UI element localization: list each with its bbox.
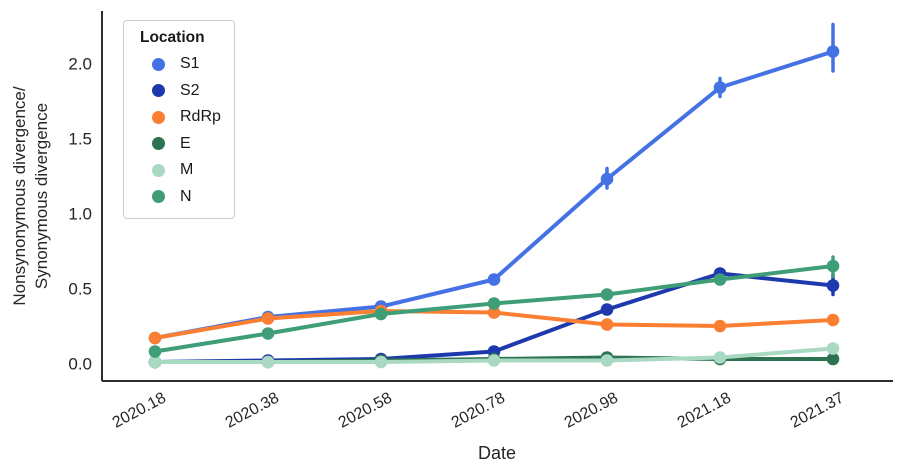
m-point: [487, 354, 501, 367]
legend-item-s1: S1: [124, 51, 234, 78]
legend-items: S1 S2 RdRp E M N: [124, 51, 234, 210]
legend-swatch-e: [152, 137, 165, 151]
x-tick-label: 2020.58: [336, 389, 395, 431]
y-axis-label-line2: Synonymous divergence: [32, 102, 51, 290]
x-tick-label: 2020.18: [110, 389, 169, 431]
legend-item-s2: S2: [124, 78, 234, 105]
legend-swatch-n: [152, 190, 165, 204]
x-tick-label: 2020.78: [449, 389, 508, 431]
legend-item-rdrp: RdRp: [124, 104, 234, 131]
n-point: [826, 259, 840, 273]
m-point: [374, 355, 388, 369]
n-point: [148, 345, 162, 358]
legend-swatch-m: [152, 163, 165, 177]
y-tick-label: 1.0: [68, 205, 92, 224]
legend-item-n: N: [124, 184, 234, 211]
rdrp-point: [600, 318, 614, 331]
m-point: [713, 351, 727, 364]
legend-item-label: RdRp: [180, 108, 221, 126]
y-tick-label: 0.5: [68, 280, 92, 299]
n-point: [600, 288, 614, 301]
s1-point: [600, 172, 614, 186]
m-point: [826, 342, 840, 355]
m-point: [600, 354, 614, 367]
x-tick-label: 2020.98: [562, 389, 621, 431]
s1-point: [826, 45, 840, 58]
y-tick-label: 0.0: [68, 355, 92, 374]
x-tick-label: 2020.38: [223, 389, 282, 431]
m-point: [148, 355, 162, 369]
y-tick-label: 2.0: [68, 55, 92, 74]
s2-point: [826, 279, 840, 292]
legend-title: Location: [140, 29, 205, 46]
e-point: [826, 352, 840, 366]
legend-swatch-s1: [152, 57, 165, 71]
n-point: [261, 327, 275, 340]
legend-swatch-s2: [152, 84, 165, 98]
n-point: [713, 273, 727, 286]
rdrp-point: [713, 319, 727, 333]
legend-item-label: N: [180, 187, 192, 205]
rdrp-point: [261, 312, 275, 325]
s1-point: [487, 273, 501, 286]
s1-line: [153, 49, 835, 340]
s2-point: [600, 303, 614, 316]
legend-item-label: E: [180, 134, 191, 152]
y-tick-label: 1.5: [68, 130, 92, 149]
n-point: [374, 307, 388, 321]
m-point: [261, 355, 275, 369]
legend-item-label: S1: [180, 55, 200, 73]
x-tick-label: 2021.18: [675, 389, 734, 431]
legend-item-e: E: [124, 131, 234, 158]
n-point: [487, 297, 501, 310]
x-axis-label: Date: [477, 443, 517, 463]
rdrp-point: [148, 331, 162, 345]
s1-point: [713, 81, 727, 94]
y-axis-label-line1: Nonsynonymous divergence/: [10, 86, 29, 306]
legend-swatch-rdrp: [152, 110, 165, 124]
rdrp-point: [487, 306, 501, 319]
y-axis-label: Nonsynonymous divergence/ Synonymous div…: [9, 86, 53, 305]
legend: Location S1 S2 RdRp E M N: [123, 20, 235, 219]
rdrp-point: [826, 313, 840, 327]
legend-item-label: S2: [180, 81, 200, 99]
legend-item-label: M: [180, 161, 194, 179]
x-tick-label: 2021.37: [788, 389, 847, 431]
legend-item-m: M: [124, 157, 234, 184]
